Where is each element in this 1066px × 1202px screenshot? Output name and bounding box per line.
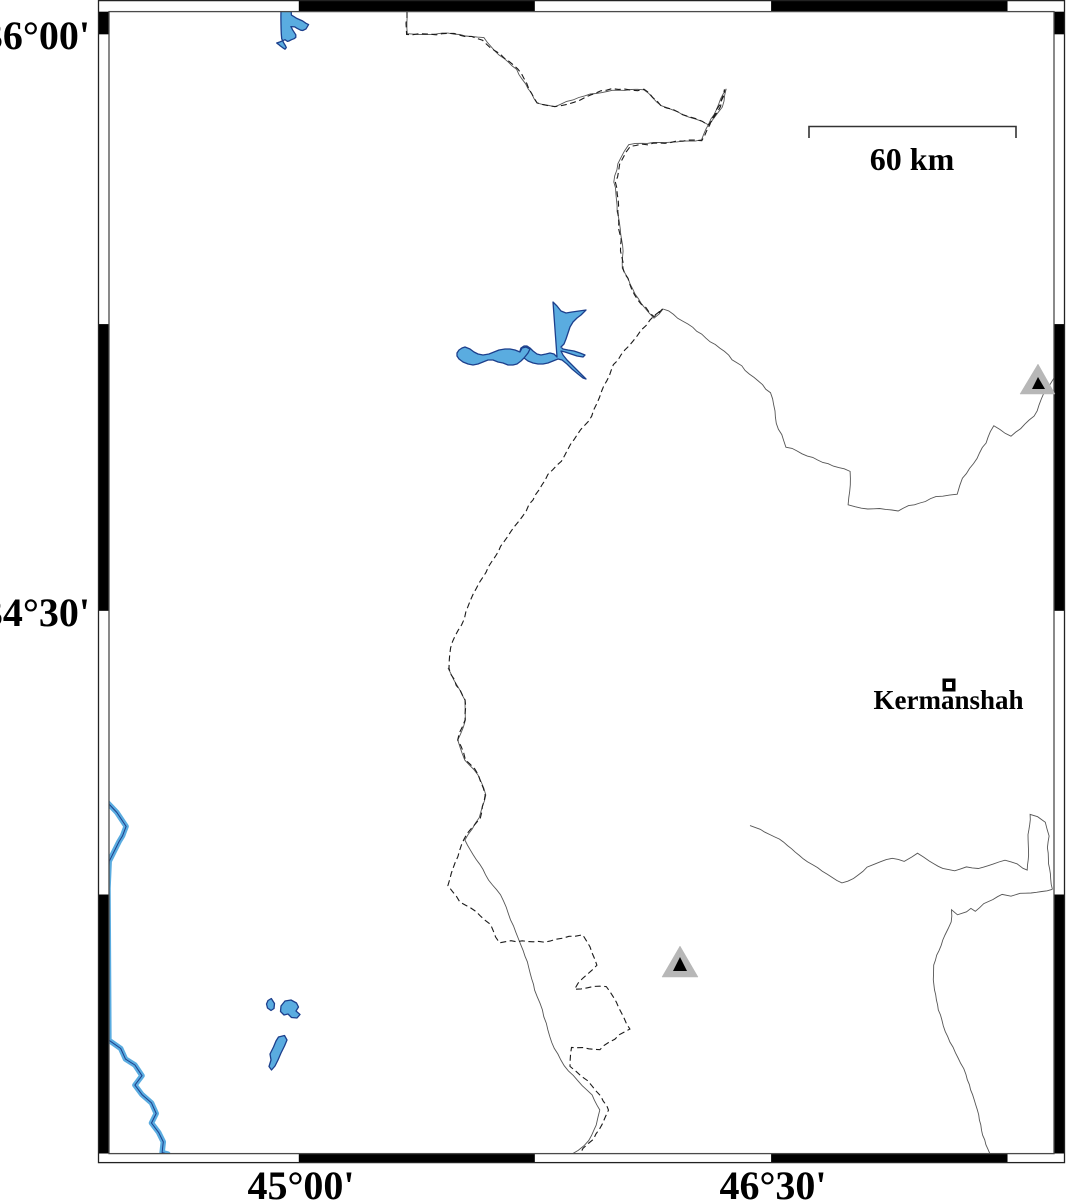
svg-text:60 km: 60 km bbox=[870, 141, 955, 177]
svg-text:46°30': 46°30' bbox=[719, 1163, 826, 1202]
svg-text:45°00': 45°00' bbox=[247, 1163, 354, 1202]
svg-text:34°30': 34°30' bbox=[0, 590, 90, 635]
svg-text:Kermanshah: Kermanshah bbox=[874, 685, 1024, 715]
svg-text:36°00': 36°00' bbox=[0, 13, 90, 58]
